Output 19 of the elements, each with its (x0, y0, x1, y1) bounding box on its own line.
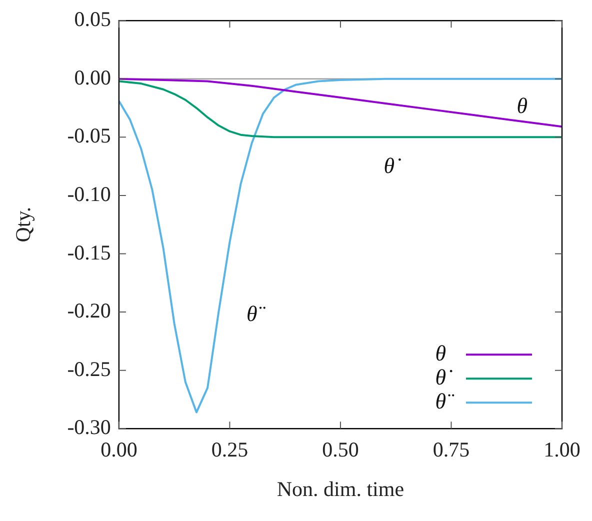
legend-label: θ̈ (435, 388, 455, 414)
x-tick-label: 0.25 (211, 438, 248, 462)
y-tick-label: 0.05 (74, 7, 111, 32)
y-axis-title: Qty. (11, 206, 36, 242)
y-tick-label: 0.00 (74, 65, 111, 90)
legend-label: θ̇ (435, 364, 453, 390)
x-axis-title: Non. dim. time (276, 476, 404, 501)
text: θ (516, 93, 528, 118)
y-tick-label: -0.30 (67, 415, 111, 440)
x-tick-label: 0.75 (432, 438, 470, 462)
y-tick-label: -0.10 (67, 182, 111, 206)
x-tick-label: 0.00 (100, 438, 138, 462)
x-tick-label: 0.50 (322, 438, 359, 462)
legend-label: θ (435, 340, 446, 366)
y-tick-label: -0.25 (67, 356, 111, 381)
y-tick-label: -0.15 (67, 240, 111, 264)
x-tick-label: 1.00 (544, 438, 580, 462)
y-tick-label: -0.20 (67, 298, 111, 323)
y-tick-label: -0.05 (67, 124, 111, 148)
